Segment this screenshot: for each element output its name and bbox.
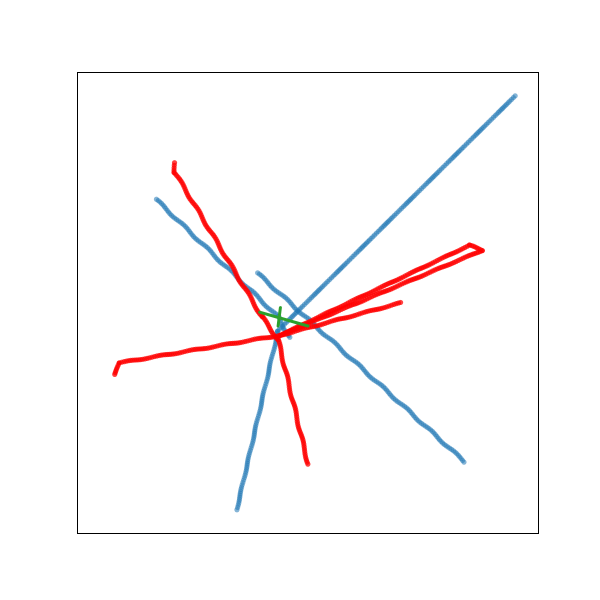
red-track-1 <box>171 160 311 467</box>
green-segment-2 <box>276 306 282 328</box>
red-point <box>305 461 311 467</box>
green-segment-1 <box>258 310 310 328</box>
blue-point <box>461 459 467 465</box>
blue-point <box>512 93 518 99</box>
green-track-1 <box>258 310 310 328</box>
red-track-3 <box>277 299 404 338</box>
blue-track-1 <box>255 270 467 465</box>
blue-track-3 <box>234 93 518 513</box>
red-point <box>397 299 404 306</box>
green-track-2 <box>276 306 282 328</box>
chart-marks <box>112 93 518 513</box>
plot-frame <box>77 72 539 534</box>
